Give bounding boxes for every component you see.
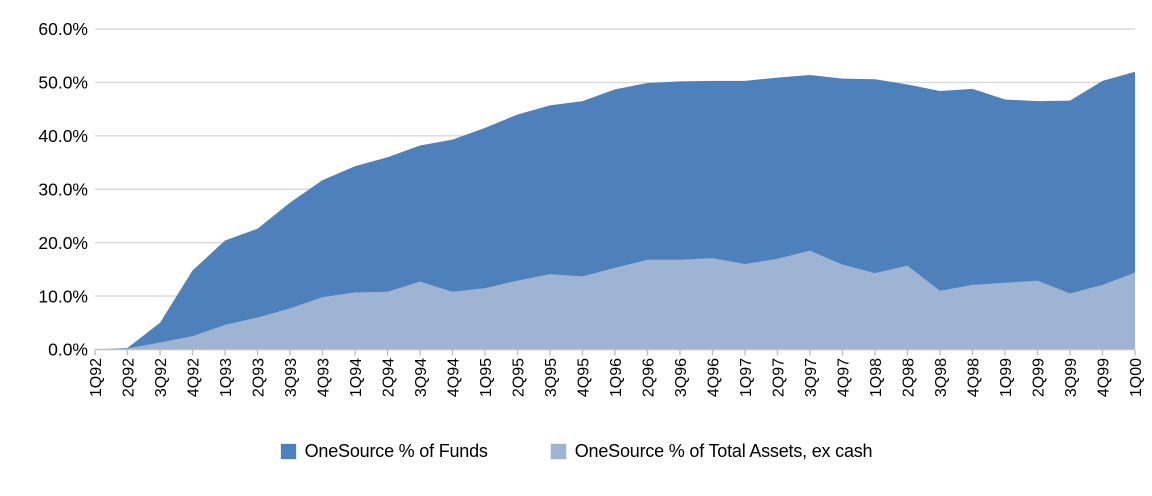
x-axis-label: 1Q92 — [88, 358, 105, 397]
x-axis-label: 4Q99 — [1096, 358, 1113, 397]
x-axis-label: 1Q93 — [218, 358, 235, 397]
x-axis-label: 3Q99 — [1063, 358, 1080, 397]
plot-area: 0.0% 10.0% 20.0% 30.0% 40.0% 50.0% 60.0% 1Q92 2Q… — [38, 19, 1145, 397]
x-axis-label: 3Q92 — [153, 358, 170, 397]
assets-swatch-icon — [549, 443, 567, 460]
funds-swatch-icon — [279, 443, 297, 460]
x-axis-label: 1Q99 — [998, 358, 1015, 397]
x-axis-label: 3Q94 — [413, 358, 430, 397]
x-axis-label: 4Q96 — [706, 358, 723, 397]
x-axis-label: 2Q94 — [381, 358, 398, 397]
y-axis-label: 50.0% — [38, 73, 88, 93]
x-axis-label: 2Q92 — [121, 358, 138, 397]
x-axis-label: 2Q96 — [641, 358, 658, 397]
x-axis-label: 2Q95 — [511, 358, 528, 397]
y-axis-label: 60.0% — [38, 19, 88, 39]
y-axis-label: 30.0% — [38, 179, 88, 199]
y-axis-label: 10.0% — [38, 286, 88, 306]
legend-label-assets: OneSource % of Total Assets, ex cash — [574, 441, 873, 461]
x-axis-label: 1Q94 — [348, 358, 365, 397]
x-axis-label: 2Q97 — [771, 358, 788, 397]
x-axis-label: 4Q95 — [576, 358, 593, 397]
x-axis-label: 3Q97 — [803, 358, 820, 397]
x-axis-label: 4Q92 — [186, 358, 203, 397]
x-axis-label: 4Q94 — [446, 358, 463, 397]
legend-label-funds: OneSource % of Funds — [304, 441, 488, 461]
x-axis-label: 3Q98 — [933, 358, 950, 397]
x-axis-label: 3Q96 — [673, 358, 690, 397]
y-axis-label: 0.0% — [48, 340, 88, 360]
legend-item-assets[interactable]: OneSource % of Total Assets, ex cash — [549, 441, 873, 462]
x-axis-label: 1Q97 — [738, 358, 755, 397]
x-axis-label: 1Q98 — [868, 358, 885, 397]
x-axis-label: 1Q96 — [608, 358, 625, 397]
legend: OneSource % of Funds OneSource % of Tota… — [0, 441, 1152, 462]
x-axis-label: 2Q93 — [251, 358, 268, 397]
x-axis-label: 4Q93 — [316, 358, 333, 397]
x-axis-label: 1Q00 — [1128, 358, 1145, 397]
assets-area — [95, 250, 1135, 350]
x-axis-label: 3Q95 — [543, 358, 560, 397]
x-axis-label: 1Q95 — [478, 358, 495, 397]
y-axis-label: 20.0% — [38, 233, 88, 253]
x-axis-label: 4Q98 — [966, 358, 983, 397]
x-axis-label: 4Q97 — [836, 358, 853, 397]
x-axis-label: 2Q99 — [1031, 358, 1048, 397]
x-axis-label: 3Q93 — [283, 358, 300, 397]
legend-item-funds[interactable]: OneSource % of Funds — [279, 441, 488, 462]
y-axis-label: 40.0% — [38, 126, 88, 146]
x-axis-label: 2Q98 — [901, 358, 918, 397]
